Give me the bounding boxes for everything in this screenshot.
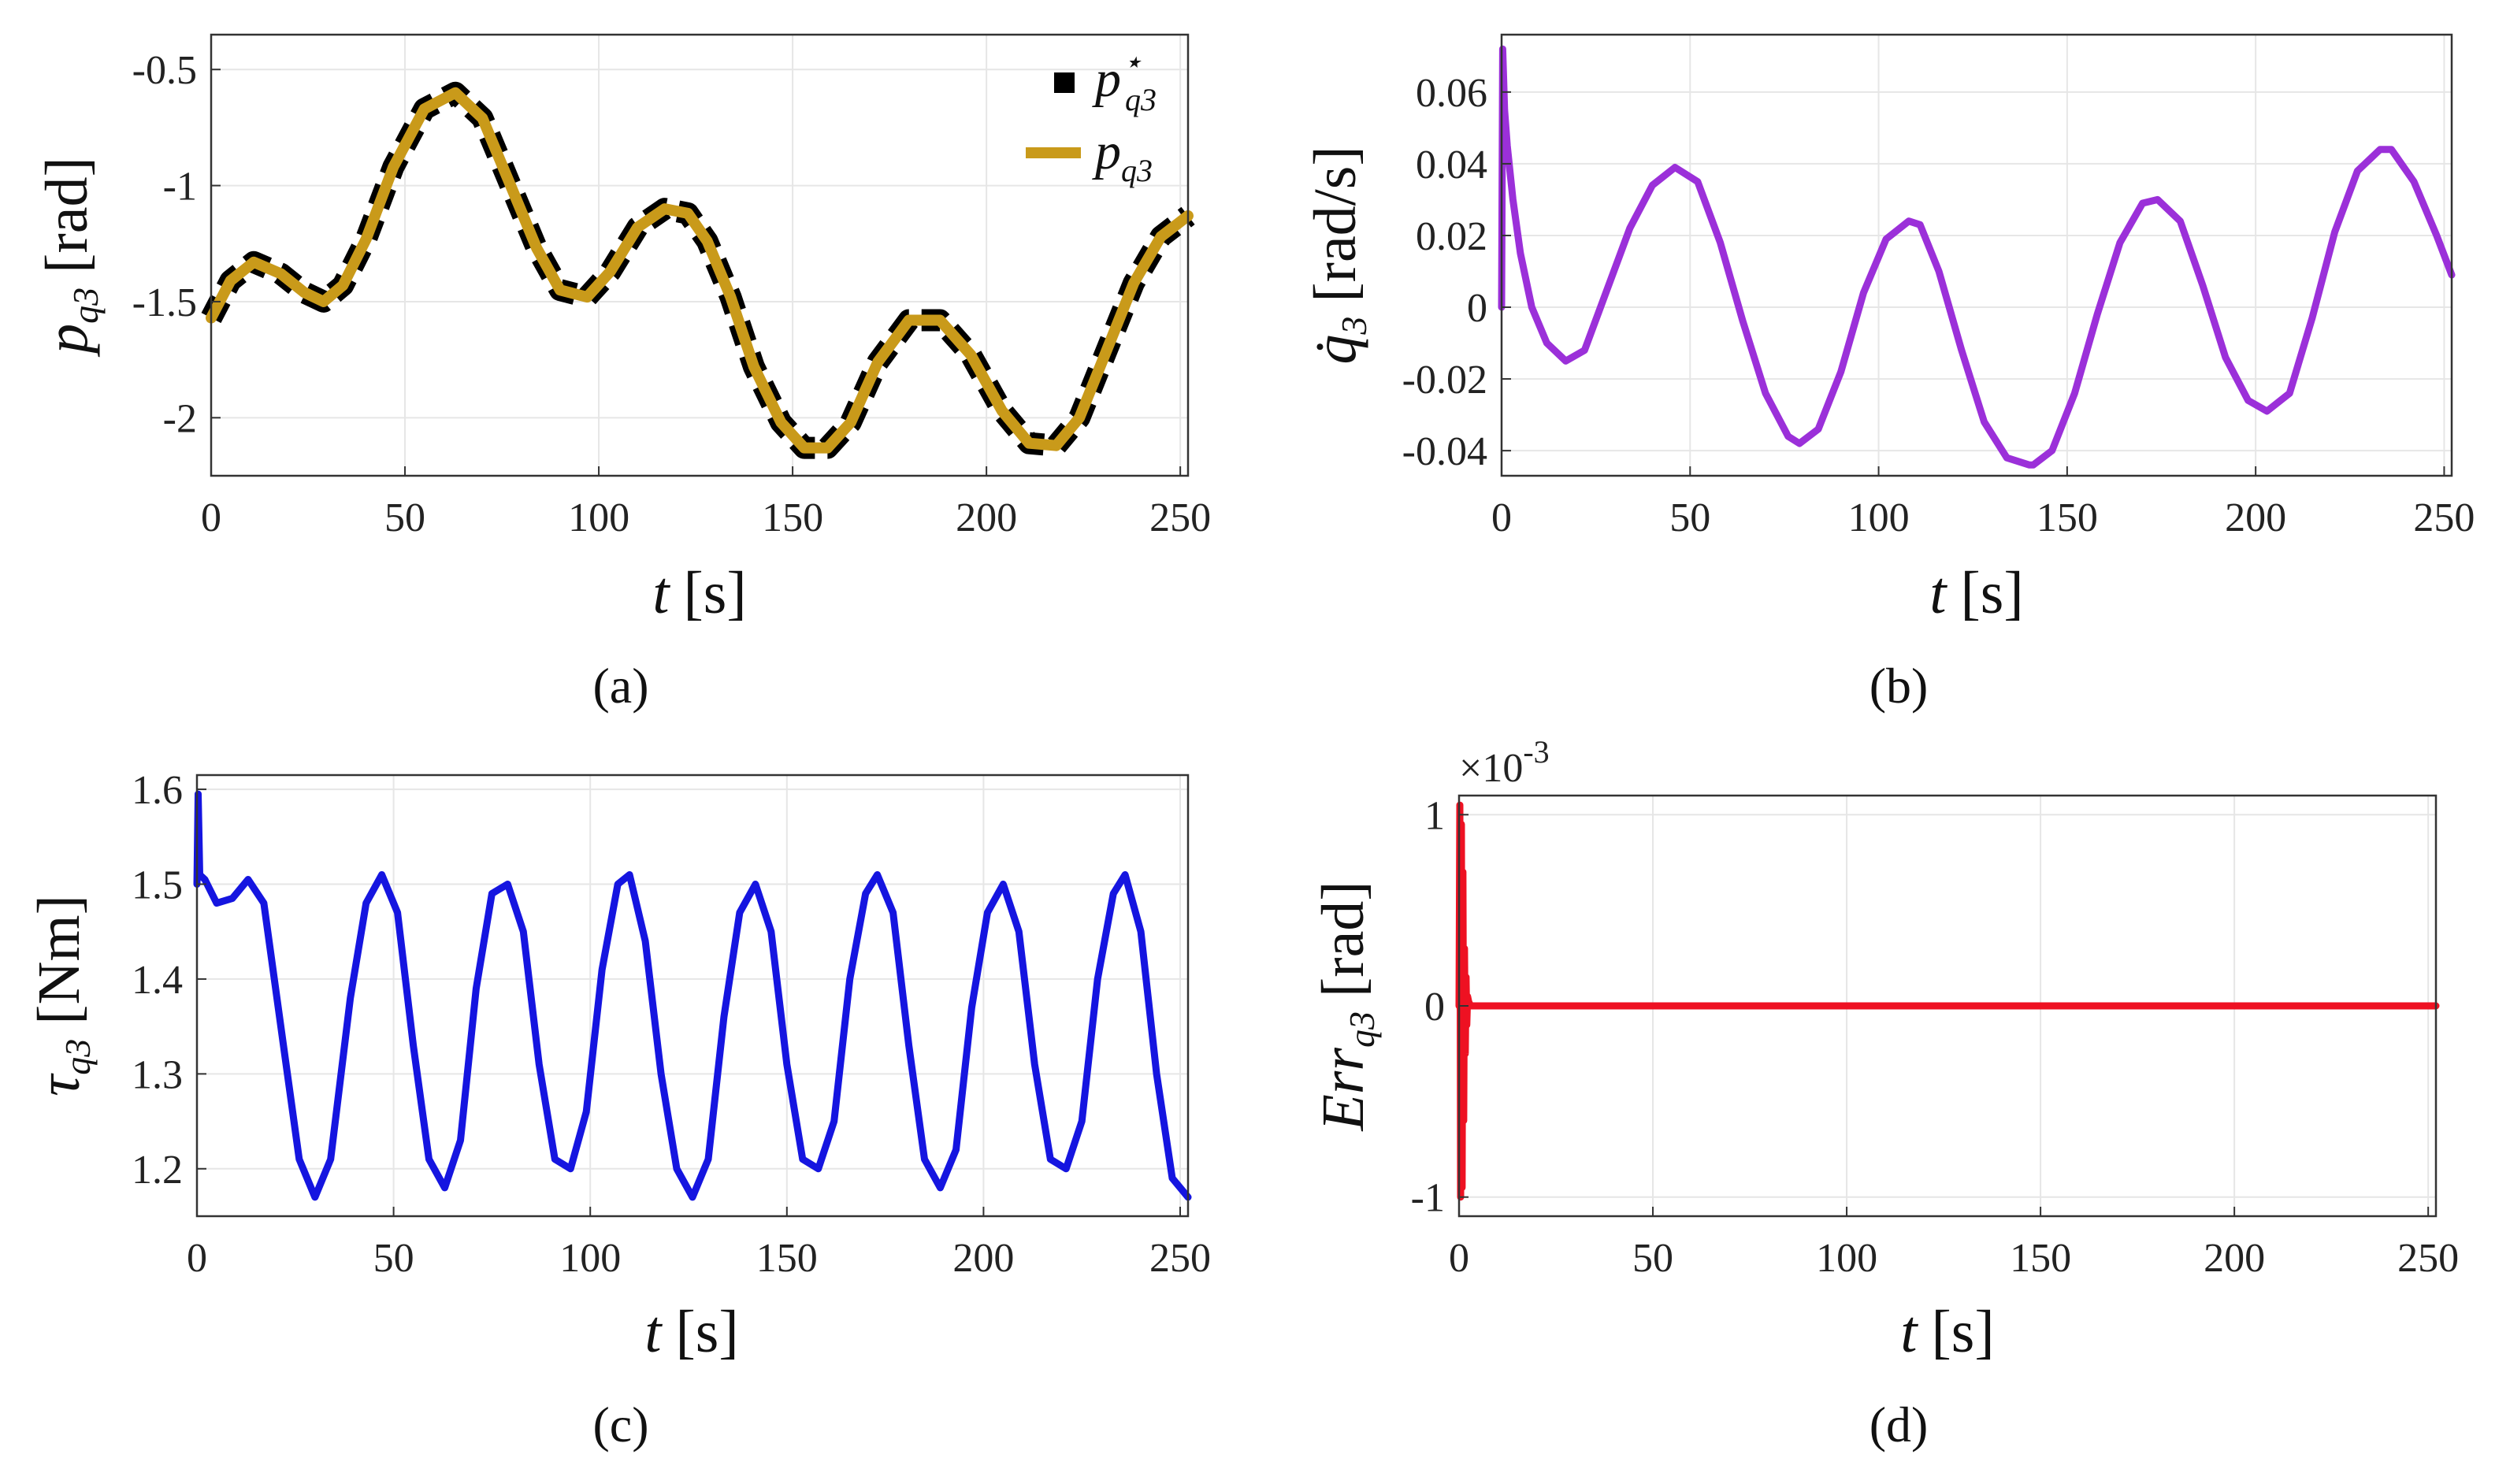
ytick-label-a-3: -2 xyxy=(163,396,197,441)
legend-a-marker-ref xyxy=(1054,72,1075,93)
xtick-label-a-5: 250 xyxy=(1149,495,1211,540)
xtick-label-c-2: 100 xyxy=(559,1236,621,1281)
xlabel-d: t [s] xyxy=(1900,1299,1994,1365)
series-line-a-0 xyxy=(201,81,1195,459)
xtick-label-d-4: 200 xyxy=(2204,1236,2265,1281)
ytick-label-b-1: 0.04 xyxy=(1416,143,1487,187)
xtick-label-a-3: 150 xyxy=(762,495,823,540)
series-line-a-1 xyxy=(206,87,1194,454)
ylabel-a: pq3[rad] xyxy=(34,157,106,358)
legend-a-label-ref: p⋆ q3 xyxy=(1092,44,1157,117)
series-line-c-0 xyxy=(193,790,1192,1201)
caption-b: (b) xyxy=(1870,658,1929,714)
xtick-label-b-4: 200 xyxy=(2225,495,2286,540)
ytick-label-d-1: 0 xyxy=(1424,985,1445,1030)
svg-text:τq3[Nm]: τq3[Nm] xyxy=(26,895,98,1096)
caption-d: (d) xyxy=(1870,1397,1929,1452)
legend-a-label-pq3: pq3 xyxy=(1092,123,1153,188)
xtick-label-b-1: 50 xyxy=(1669,495,1710,540)
xtick-label-a-4: 200 xyxy=(956,495,1017,540)
xtick-label-b-0: 0 xyxy=(1491,495,1512,540)
panel-b: 0 50 100 150 200 250 0.06 0.04 0.02 0 -0.02 -0.04 q… xyxy=(1302,33,2475,714)
xtick-label-a-1: 50 xyxy=(384,495,425,540)
ytick-label-c-3: 1.3 xyxy=(132,1052,183,1097)
caption-c: (c) xyxy=(592,1397,648,1452)
ytick-label-c-4: 1.2 xyxy=(132,1148,183,1193)
xtick-label-a-0: 0 xyxy=(201,495,221,540)
ytick-label-a-0: -0.5 xyxy=(132,48,197,93)
plot-frame-b xyxy=(1500,33,2453,477)
ytick-label-d-2: -1 xyxy=(1411,1176,1445,1221)
xtick-label-a-2: 100 xyxy=(568,495,629,540)
ylabel-c: τq3[Nm] xyxy=(26,895,98,1096)
ytick-label-c-1: 1.5 xyxy=(132,863,183,907)
ytick-label-a-1: -1 xyxy=(163,165,197,210)
xtick-label-d-3: 150 xyxy=(2010,1236,2071,1281)
ytick-label-b-2: 0.02 xyxy=(1416,214,1487,259)
ytick-label-c-2: 1.4 xyxy=(132,958,183,1003)
svg-text:pq3[rad]: pq3[rad] xyxy=(34,157,106,358)
ytick-label-a-2: -1.5 xyxy=(132,280,197,325)
xtick-label-d-1: 50 xyxy=(1632,1236,1673,1281)
xtick-label-d-5: 250 xyxy=(2397,1236,2459,1281)
xtick-label-b-5: 250 xyxy=(2413,495,2475,540)
xtick-label-c-5: 250 xyxy=(1149,1236,1211,1281)
panel-a: 0 50 100 150 200 250 -0.5 -1 -1.5 -2 pq3[rad] t [s… xyxy=(34,33,1211,714)
ytick-label-b-4: -0.02 xyxy=(1402,358,1487,403)
xlabel-b: t [s] xyxy=(1929,560,2023,626)
ytick-label-b-3: 0 xyxy=(1467,286,1487,331)
ytick-label-d-0: 1 xyxy=(1424,793,1445,838)
series-line-b-0 xyxy=(1498,45,2456,469)
ytick-label-c-0: 1.6 xyxy=(132,768,183,813)
exponent-label-d: ×10-3 xyxy=(1459,734,1550,791)
svg-text:q̇3[rad/s]: q̇3[rad/s] xyxy=(1302,146,1374,364)
xtick-label-b-3: 150 xyxy=(2037,495,2098,540)
xtick-label-c-1: 50 xyxy=(373,1236,414,1281)
xlabel-a: t [s] xyxy=(652,560,746,626)
ytick-label-b-5: -0.04 xyxy=(1402,429,1487,474)
xlabel-c: t [s] xyxy=(644,1299,738,1365)
xtick-label-b-2: 100 xyxy=(1848,495,1910,540)
plot-frame-c xyxy=(195,774,1190,1218)
ytick-label-b-0: 0.06 xyxy=(1416,71,1487,116)
legend-a: p⋆ q3 pq3 xyxy=(1026,44,1157,188)
ylabel-b: q̇3[rad/s] xyxy=(1302,146,1374,364)
xtick-label-c-0: 0 xyxy=(187,1236,207,1281)
caption-a: (a) xyxy=(592,658,648,714)
panel-c: 0 50 100 150 200 250 1.6 1.5 1.4 1.3 1.2 τq3[Nm] t… xyxy=(26,768,1211,1452)
xtick-label-d-0: 0 xyxy=(1449,1236,1469,1281)
svg-text:Errq3[rad]: Errq3[rad] xyxy=(1310,881,1382,1131)
xtick-label-d-2: 100 xyxy=(1816,1236,1877,1281)
xtick-label-c-4: 200 xyxy=(952,1236,1014,1281)
xtick-label-c-3: 150 xyxy=(756,1236,818,1281)
plot-frame-a xyxy=(210,33,1190,477)
series-line-d-0 xyxy=(1455,801,2440,1201)
ylabel-d: Errq3[rad] xyxy=(1310,881,1382,1131)
